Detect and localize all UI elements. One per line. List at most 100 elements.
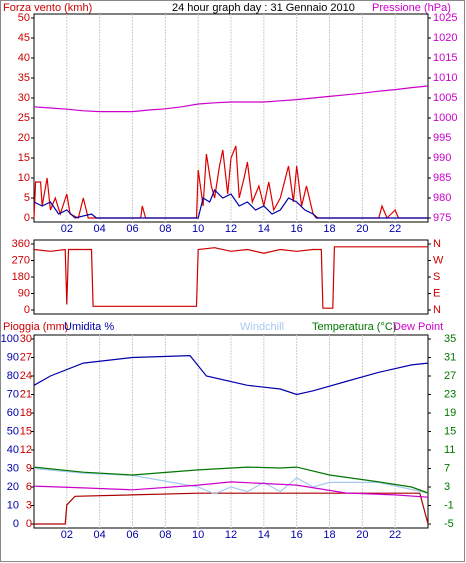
- x-tick-label: 08: [159, 529, 171, 541]
- x-tick-label: 22: [389, 529, 401, 541]
- legend-dew-point: Dew Point: [393, 321, 443, 333]
- y-tick-label: 40: [18, 52, 30, 64]
- humidity-tick-label: 10: [7, 499, 19, 511]
- y-tick-label: 10: [18, 172, 30, 184]
- y2-tick-label: 1020: [433, 32, 457, 44]
- rain-tick-label: 27: [20, 351, 32, 363]
- y2-tick-label: 19: [444, 407, 456, 419]
- y-tick-label: 270: [12, 254, 30, 266]
- y2-tick-label: -1: [444, 499, 454, 511]
- y2-tick-label: 7: [444, 462, 450, 474]
- y2-tick-label: 975: [433, 212, 451, 224]
- x-tick-label: 04: [94, 529, 106, 541]
- chart-title: 24 hour graph day : 31 Gennaio 2010: [172, 2, 355, 14]
- rain-tick-label: 21: [20, 388, 32, 400]
- rain-tick-label: 18: [20, 407, 32, 419]
- y2-tick-label: S: [433, 271, 440, 283]
- humidity-tick-label: 50: [7, 425, 19, 437]
- y2-tick-label: N: [433, 304, 441, 316]
- series-line: [33, 466, 429, 494]
- x-tick-label: 02: [61, 529, 73, 541]
- y2-tick-label: E: [433, 287, 440, 299]
- y2-tick-label: W: [433, 254, 444, 266]
- y-tick-label: 180: [12, 271, 30, 283]
- series-line: [33, 246, 428, 309]
- humidity-tick-label: 20: [7, 481, 19, 493]
- y2-tick-label: 995: [433, 132, 451, 144]
- y2-tick-label: N: [433, 238, 441, 250]
- y-tick-label: 360: [12, 238, 30, 250]
- y-tick-label: 15: [18, 152, 30, 164]
- x-tick-label: 14: [258, 223, 270, 235]
- legend-rain: Pioggia (mm): [3, 321, 68, 333]
- y2-tick-label: 985: [433, 172, 451, 184]
- rain-tick-label: 6: [26, 481, 32, 493]
- wind-axis-label: Forza vento (kmh): [3, 2, 92, 14]
- y-tick-label: 50: [18, 12, 30, 24]
- x-tick-label: 06: [126, 529, 138, 541]
- y2-tick-label: 3: [444, 481, 450, 493]
- y2-tick-label: 1000: [433, 112, 457, 124]
- y-tick-label: 45: [18, 32, 30, 44]
- humidity-tick-label: 0: [13, 518, 19, 530]
- y2-tick-label: 990: [433, 152, 451, 164]
- x-tick-label: 20: [356, 223, 368, 235]
- x-tick-label: 04: [94, 223, 106, 235]
- humidity-tick-label: 40: [7, 444, 19, 456]
- y2-tick-label: 35: [444, 333, 456, 345]
- legend-windchill: Windchill: [240, 321, 284, 333]
- y2-tick-label: 1015: [433, 52, 457, 64]
- y-tick-label: 0: [24, 304, 30, 316]
- y2-tick-label: 15: [444, 425, 456, 437]
- rain-tick-label: 30: [20, 333, 32, 345]
- series-line: [33, 188, 428, 219]
- y-tick-label: 90: [18, 287, 30, 299]
- series-line: [33, 467, 429, 495]
- y2-tick-label: 1025: [433, 12, 457, 24]
- rain-tick-label: 9: [26, 462, 32, 474]
- humidity-tick-label: 90: [7, 351, 19, 363]
- y-tick-label: 30: [18, 92, 30, 104]
- rain-tick-label: 24: [20, 370, 32, 382]
- x-tick-label: 16: [291, 223, 303, 235]
- humidity-tick-label: 100: [1, 333, 19, 345]
- x-tick-label: 12: [225, 529, 237, 541]
- y-tick-label: 5: [24, 192, 30, 204]
- y2-tick-label: 31: [444, 351, 456, 363]
- series-line: [33, 481, 429, 498]
- pressure-axis-label: Pressione (hPa): [372, 2, 451, 14]
- x-tick-label: 10: [192, 529, 204, 541]
- y2-tick-label: 1010: [433, 72, 457, 84]
- y-tick-label: 25: [18, 112, 30, 124]
- series-line: [33, 354, 429, 396]
- legend-humidity: Umidita %: [64, 321, 114, 333]
- x-tick-label: 02: [61, 223, 73, 235]
- x-tick-label: 06: [126, 223, 138, 235]
- y2-tick-label: 27: [444, 370, 456, 382]
- rain-tick-label: 15: [20, 425, 32, 437]
- y2-tick-label: -5: [444, 518, 454, 530]
- humidity-tick-label: 60: [7, 407, 19, 419]
- y-tick-label: 35: [18, 72, 30, 84]
- humidity-tick-label: 70: [7, 388, 19, 400]
- humidity-tick-label: 80: [7, 370, 19, 382]
- x-tick-label: 22: [389, 223, 401, 235]
- x-tick-label: 20: [356, 529, 368, 541]
- y-tick-label: 20: [18, 132, 30, 144]
- x-tick-label: 18: [323, 223, 335, 235]
- humidity-tick-label: 30: [7, 462, 19, 474]
- y2-tick-label: 1005: [433, 92, 457, 104]
- rain-tick-label: 3: [26, 499, 32, 511]
- x-tick-label: 10: [192, 223, 204, 235]
- series-line: [34, 492, 429, 525]
- x-tick-label: 16: [291, 529, 303, 541]
- y2-tick-label: 980: [433, 192, 451, 204]
- x-tick-label: 18: [323, 529, 335, 541]
- y2-tick-label: 11: [444, 444, 455, 456]
- x-tick-label: 14: [258, 529, 270, 541]
- rain-tick-label: 12: [20, 444, 32, 456]
- y-tick-label: 0: [24, 212, 30, 224]
- series-line: [33, 85, 429, 113]
- legend-temperature: Temperatura (°C): [312, 321, 396, 333]
